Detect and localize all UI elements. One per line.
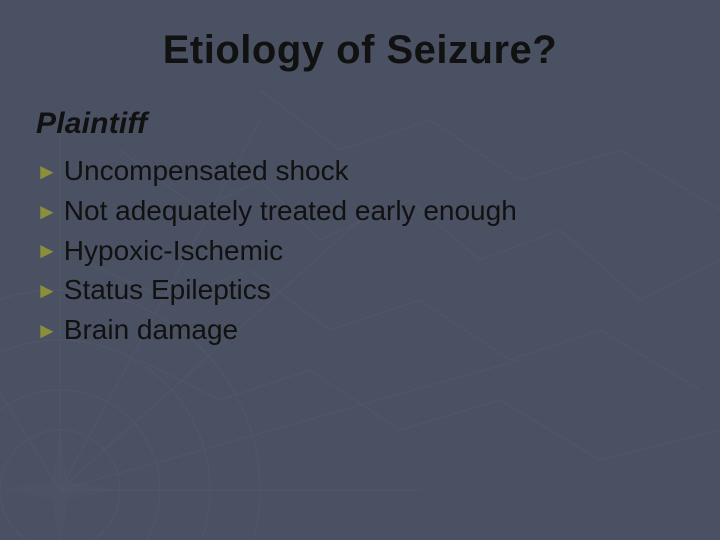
- bullet-text: Hypoxic-Ischemic: [64, 231, 283, 271]
- list-item: ► Brain damage: [36, 310, 684, 350]
- bullet-text: Brain damage: [64, 310, 238, 350]
- bullet-icon: ►: [36, 240, 58, 262]
- bullet-icon: ►: [36, 320, 58, 342]
- slide-title: Etiology of Seizure?: [36, 28, 684, 73]
- list-item: ► Not adequately treated early enough: [36, 191, 684, 231]
- bullet-icon: ►: [36, 280, 58, 302]
- list-item: ► Uncompensated shock: [36, 151, 684, 191]
- list-item: ► Hypoxic-Ischemic: [36, 231, 684, 271]
- list-item: ► Status Epileptics: [36, 270, 684, 310]
- slide: Etiology of Seizure? Plaintiff ► Uncompe…: [0, 0, 720, 540]
- bullet-icon: ►: [36, 201, 58, 223]
- bullet-text: Status Epileptics: [64, 270, 271, 310]
- bullet-text: Not adequately treated early enough: [64, 191, 517, 231]
- bullet-list: ► Uncompensated shock ► Not adequately t…: [36, 151, 684, 350]
- bullet-icon: ►: [36, 161, 58, 183]
- slide-subheading: Plaintiff: [36, 107, 684, 141]
- bullet-text: Uncompensated shock: [64, 151, 349, 191]
